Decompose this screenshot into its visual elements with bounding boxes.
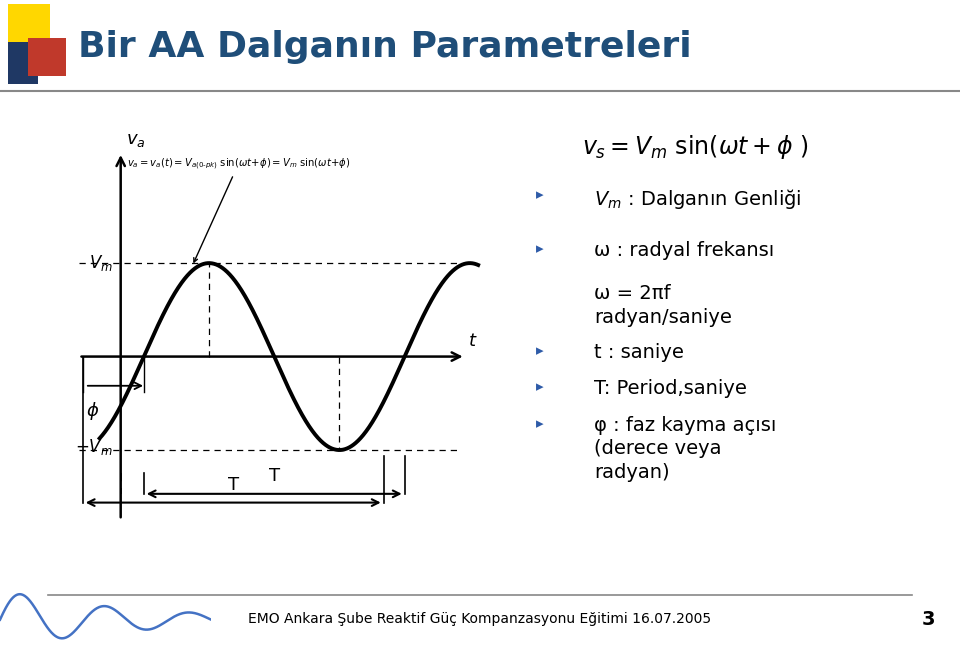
Text: $V_m$ : Dalganın Genliği: $V_m$ : Dalganın Genliği — [594, 187, 802, 211]
Text: ω = 2πf
radyan/saniye: ω = 2πf radyan/saniye — [594, 285, 732, 327]
Text: $v_a$: $v_a$ — [126, 131, 145, 149]
Text: T: T — [269, 467, 279, 485]
Text: ▸: ▸ — [536, 416, 543, 431]
Text: φ : faz kayma açısı
(derece veya
radyan): φ : faz kayma açısı (derece veya radyan) — [594, 416, 777, 482]
Text: ω : radyal frekansı: ω : radyal frekansı — [594, 241, 775, 260]
Bar — [28, 38, 66, 76]
Text: $-V_m$: $-V_m$ — [75, 437, 113, 457]
Text: EMO Ankara Şube Reaktif Güç Kompanzasyonu Eğitimi 16.07.2005: EMO Ankara Şube Reaktif Güç Kompanzasyon… — [249, 612, 711, 626]
Text: ▸: ▸ — [536, 344, 543, 358]
Text: T: Period,saniye: T: Period,saniye — [594, 379, 747, 399]
Text: T: T — [228, 476, 239, 494]
Text: $v_a= v_a(t) = V_{a(0\text{-}pk)}\ \sin(\omega t\!+\!\phi) = V_m\ \sin(\omega t\: $v_a= v_a(t) = V_{a(0\text{-}pk)}\ \sin(… — [127, 156, 350, 262]
Text: ▸: ▸ — [536, 241, 543, 256]
Text: ▸: ▸ — [536, 187, 543, 202]
Text: $\phi$: $\phi$ — [86, 400, 100, 422]
Text: 3: 3 — [922, 609, 935, 629]
Text: t : saniye: t : saniye — [594, 344, 684, 362]
Text: Bir AA Dalganın Parametreleri: Bir AA Dalganın Parametreleri — [78, 30, 691, 64]
Bar — [8, 4, 50, 44]
Text: $V_m$: $V_m$ — [89, 253, 113, 273]
Text: $v_s = V_m\ \mathrm{sin}(\omega t + \phi\ )$: $v_s = V_m\ \mathrm{sin}(\omega t + \phi… — [582, 133, 808, 160]
Text: t: t — [468, 331, 475, 349]
Bar — [8, 42, 38, 84]
Text: ▸: ▸ — [536, 379, 543, 395]
